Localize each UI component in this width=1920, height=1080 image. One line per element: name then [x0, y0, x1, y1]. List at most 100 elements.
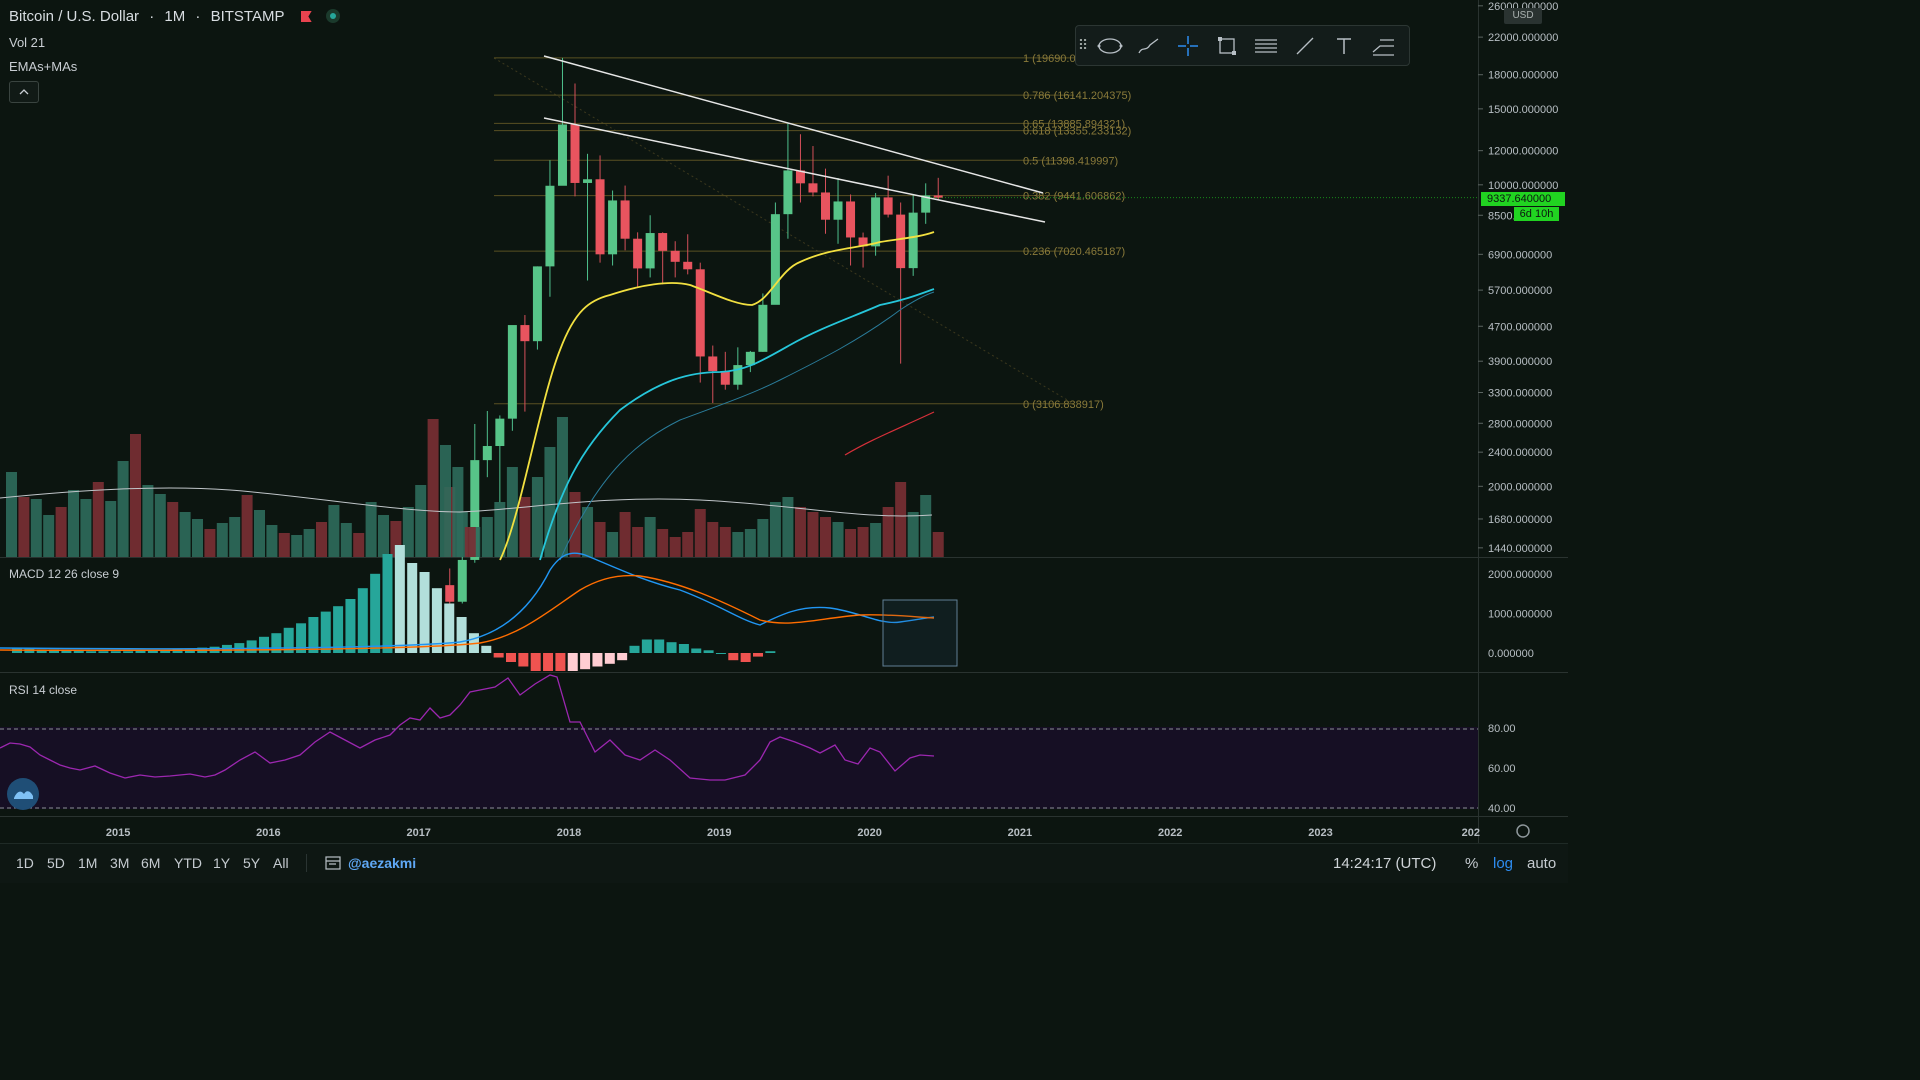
candle-body — [445, 585, 455, 602]
candle-body — [670, 250, 680, 262]
macd-histogram-bar — [184, 649, 195, 653]
candle-body — [758, 304, 768, 352]
volume-bar — [907, 512, 919, 557]
candle-body — [921, 195, 931, 213]
macd-histogram-bar — [172, 649, 183, 653]
range-1d[interactable]: 1D — [16, 855, 34, 871]
macd-histogram-bar — [666, 642, 677, 653]
volume-bar — [427, 419, 439, 557]
candle-body — [896, 214, 906, 269]
volume-bar — [807, 512, 819, 557]
range-ytd[interactable]: YTD — [174, 855, 202, 871]
volume-bar — [644, 517, 656, 557]
macd-histogram-bar — [580, 653, 591, 670]
candle-body — [795, 170, 805, 184]
trendline-icon[interactable] — [1285, 26, 1324, 65]
volume-bar — [18, 497, 30, 557]
macd-histogram-bar — [407, 563, 418, 653]
crosshair-icon[interactable] — [1168, 26, 1207, 65]
macd-legend[interactable]: MACD 12 26 close 9 — [9, 567, 120, 581]
macd-histogram-bar — [765, 651, 776, 653]
macd-histogram-bar — [110, 651, 121, 653]
last-price-tag: 9337.640000 — [1481, 192, 1565, 206]
volume-bar — [682, 532, 694, 557]
candle-body — [557, 124, 567, 186]
log-toggle[interactable]: log — [1493, 855, 1514, 872]
volume-bar — [619, 512, 631, 557]
volume-bar — [142, 485, 154, 557]
rsi-axis-label: 40.00 — [1488, 803, 1516, 815]
volume-bar — [440, 445, 451, 557]
auto-toggle[interactable]: auto — [1527, 855, 1557, 872]
volume-bar — [607, 532, 619, 557]
path-icon[interactable] — [1363, 26, 1402, 65]
price-axis-label: 1680.000000 — [1488, 514, 1552, 526]
range-1y[interactable]: 1Y — [213, 855, 231, 871]
macd-histogram-bar — [394, 545, 405, 653]
volume-bar — [506, 467, 518, 557]
range-3m[interactable]: 3M — [110, 855, 130, 871]
brush-icon[interactable] — [1129, 26, 1168, 65]
volume-bar — [632, 527, 644, 557]
volume-bar — [757, 519, 769, 557]
range-6m[interactable]: 6M — [141, 855, 161, 871]
fib-level-label: 0.786 (16141.204375) — [1023, 90, 1131, 102]
macd-histogram-bar — [246, 640, 257, 653]
macd-histogram-bar — [283, 627, 294, 653]
macd-histogram-bar — [73, 650, 84, 653]
currency-badge[interactable]: USD — [1504, 8, 1542, 24]
price-axis-label: 6900.000000 — [1488, 249, 1552, 261]
chevron-up-icon[interactable] — [9, 81, 39, 103]
price-axis-label: 10000.000000 — [1488, 180, 1558, 192]
volume-bar — [55, 507, 67, 557]
username-link[interactable]: @aezakmi — [348, 855, 417, 871]
volume-bar — [531, 477, 543, 557]
utc-clock[interactable]: 14:24:17 (UTC) — [1333, 855, 1437, 872]
volume-bar — [365, 502, 377, 557]
macd-histogram-bar — [61, 650, 72, 653]
rsi-axis-label: 80.00 — [1488, 723, 1516, 735]
macd-histogram-bar — [629, 645, 640, 653]
volume-legend[interactable]: Vol 21 — [9, 35, 46, 50]
macd-histogram-bar — [493, 653, 504, 658]
candle-body — [482, 446, 492, 461]
macd-histogram-bar — [691, 648, 702, 653]
range-all[interactable]: All — [273, 855, 289, 871]
fib-lines-icon[interactable] — [1246, 26, 1285, 65]
ma-legend[interactable]: EMAs+MAs — [9, 59, 78, 74]
time-axis-label: 2017 — [406, 827, 430, 839]
ma-red-line — [844, 411, 935, 456]
volume-bar — [556, 417, 568, 557]
ellipse-icon[interactable] — [1090, 26, 1129, 65]
volume-bar — [43, 515, 55, 557]
candle-body — [908, 212, 918, 269]
fib-level-label: 0.5 (11398.419997) — [1023, 155, 1118, 167]
range-5d[interactable]: 5D — [47, 855, 65, 871]
volume-bar — [415, 485, 427, 557]
percent-toggle[interactable]: % — [1465, 855, 1479, 872]
rectangle-icon[interactable] — [1207, 26, 1246, 65]
flag-icon[interactable] — [300, 11, 312, 22]
price-axis-label: 3900.000000 — [1488, 356, 1552, 368]
candle-body — [507, 325, 517, 419]
volume-bar — [519, 497, 531, 557]
volume-bar — [857, 527, 869, 557]
macd-histogram-bar — [86, 651, 97, 653]
volume-bar — [845, 529, 857, 557]
grip-icon[interactable]: ⠿ — [1077, 37, 1089, 53]
volume-bar — [782, 497, 794, 557]
candle-body — [457, 559, 467, 602]
calendar-replay-icon[interactable] — [324, 854, 342, 875]
macd-histogram-bar — [444, 603, 455, 653]
range-1m[interactable]: 1M — [78, 855, 98, 871]
volume-bar — [744, 529, 756, 557]
macd-histogram-bar — [382, 554, 393, 653]
chart-canvas[interactable]: 26000.00000022000.00000018000.0000001500… — [0, 0, 1568, 882]
symbol-legend[interactable]: Bitcoin / U.S. Dollar · 1M · BITSTAMP — [9, 8, 340, 25]
range-5y[interactable]: 5Y — [243, 855, 261, 871]
text-icon[interactable] — [1324, 26, 1363, 65]
macd-histogram-bar — [715, 653, 726, 654]
tradingview-logo-icon[interactable] — [7, 778, 39, 810]
rsi-legend[interactable]: RSI 14 close — [9, 683, 78, 697]
symbol-sep2: · — [195, 8, 201, 25]
